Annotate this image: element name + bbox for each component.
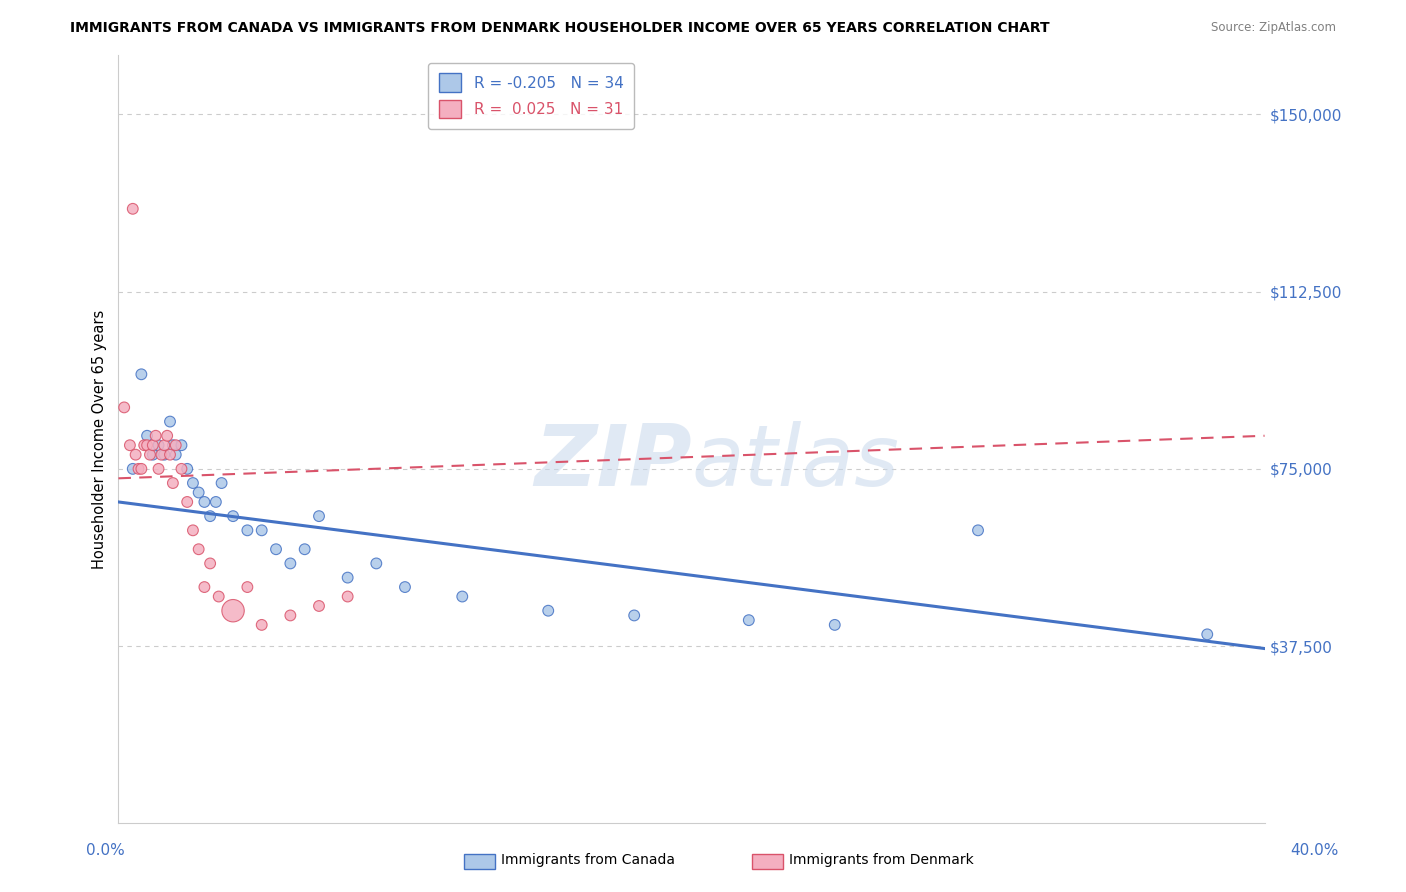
Point [118, 438, 141, 452]
Point [222, 604, 245, 618]
Point [187, 485, 209, 500]
Point [136, 438, 159, 452]
Point [148, 462, 170, 476]
Point [537, 604, 560, 618]
Point [165, 438, 187, 452]
Point [623, 608, 645, 623]
Point [280, 608, 302, 623]
Point [308, 599, 330, 613]
Point [264, 542, 287, 557]
Point [211, 476, 233, 491]
Point [336, 571, 359, 585]
Point [236, 580, 259, 594]
Point [128, 462, 150, 476]
Point [193, 495, 215, 509]
Point [336, 590, 359, 604]
Point [1197, 627, 1219, 641]
Text: IMMIGRANTS FROM CANADA VS IMMIGRANTS FROM DENMARK HOUSEHOLDER INCOME OVER 65 YEA: IMMIGRANTS FROM CANADA VS IMMIGRANTS FRO… [70, 21, 1050, 35]
Point [159, 448, 181, 462]
Point [187, 542, 209, 557]
Point [121, 462, 143, 476]
Point [121, 202, 143, 216]
Point [176, 495, 198, 509]
Point [193, 580, 215, 594]
Point [250, 524, 273, 538]
Point [236, 524, 259, 538]
Point [156, 429, 179, 443]
Point [148, 438, 170, 452]
Point [142, 438, 165, 452]
Point [150, 448, 173, 462]
Point [124, 448, 146, 462]
Point [366, 557, 388, 571]
Point [176, 462, 198, 476]
Text: ZIP: ZIP [534, 421, 692, 504]
Point [208, 590, 231, 604]
Point [131, 462, 153, 476]
Point [198, 557, 221, 571]
Point [181, 476, 204, 491]
Point [134, 438, 156, 452]
Point [145, 429, 167, 443]
Point [112, 401, 135, 415]
Point [198, 509, 221, 524]
Point [824, 618, 846, 632]
Y-axis label: Householder Income Over 65 years: Householder Income Over 65 years [93, 310, 107, 569]
Point [170, 462, 193, 476]
Point [136, 429, 159, 443]
Point [451, 590, 474, 604]
Point [967, 524, 990, 538]
Point [294, 542, 316, 557]
Text: atlas: atlas [692, 421, 900, 504]
Legend: R = -0.205   N = 34, R =  0.025   N = 31: R = -0.205 N = 34, R = 0.025 N = 31 [427, 62, 634, 129]
Text: 40.0%: 40.0% [1291, 843, 1339, 858]
Text: Immigrants from Denmark: Immigrants from Denmark [789, 853, 973, 867]
Point [159, 415, 181, 429]
Point [142, 448, 165, 462]
Point [394, 580, 416, 594]
Text: Immigrants from Canada: Immigrants from Canada [501, 853, 675, 867]
Text: 0.0%: 0.0% [86, 843, 125, 858]
Point [738, 613, 761, 627]
Point [153, 448, 176, 462]
Point [222, 509, 245, 524]
Point [139, 448, 162, 462]
Text: Source: ZipAtlas.com: Source: ZipAtlas.com [1211, 21, 1336, 34]
Point [153, 438, 176, 452]
Point [250, 618, 273, 632]
Point [162, 476, 184, 491]
Point [181, 524, 204, 538]
Point [308, 509, 330, 524]
Point [165, 448, 187, 462]
Point [280, 557, 302, 571]
Point [131, 368, 153, 382]
Point [205, 495, 228, 509]
Point [170, 438, 193, 452]
Point [162, 438, 184, 452]
